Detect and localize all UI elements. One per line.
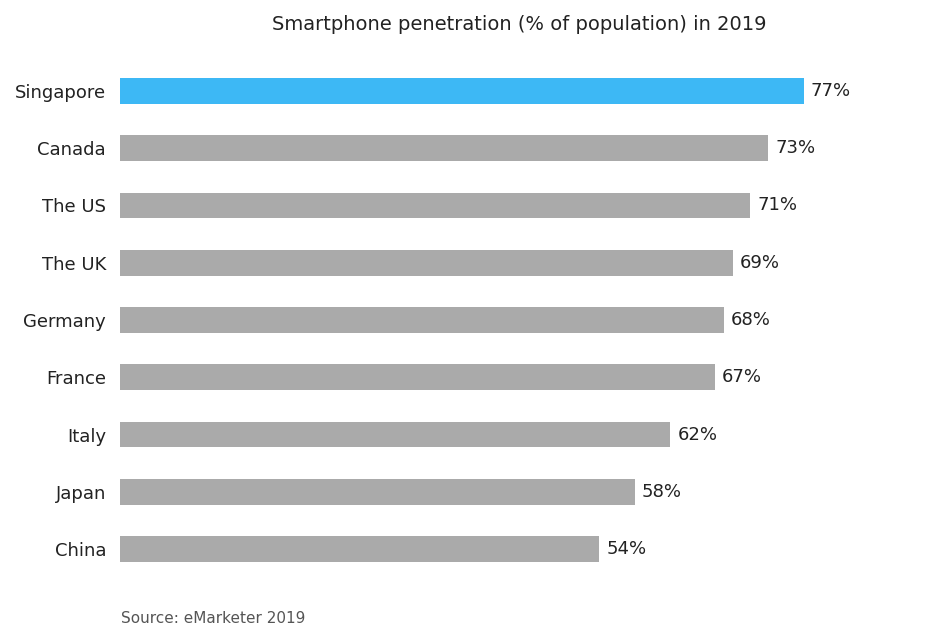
Title: Smartphone penetration (% of population) in 2019: Smartphone penetration (% of population)… xyxy=(272,15,767,34)
Text: 73%: 73% xyxy=(775,139,815,157)
Bar xyxy=(120,135,768,161)
Bar xyxy=(120,422,671,448)
Bar xyxy=(120,364,715,390)
Bar xyxy=(120,78,803,104)
Text: Source: eMarketer 2019: Source: eMarketer 2019 xyxy=(121,611,305,626)
Text: 54%: 54% xyxy=(606,540,646,558)
Text: 71%: 71% xyxy=(757,197,798,214)
Bar xyxy=(120,307,724,333)
Bar xyxy=(120,536,600,562)
Text: 58%: 58% xyxy=(642,483,682,501)
Text: 77%: 77% xyxy=(811,82,851,100)
Text: 62%: 62% xyxy=(677,425,717,443)
Text: 67%: 67% xyxy=(722,368,762,386)
Bar xyxy=(120,479,635,505)
Bar xyxy=(120,250,732,275)
Text: 69%: 69% xyxy=(740,254,780,272)
Bar xyxy=(120,193,750,218)
Text: 68%: 68% xyxy=(730,311,771,329)
